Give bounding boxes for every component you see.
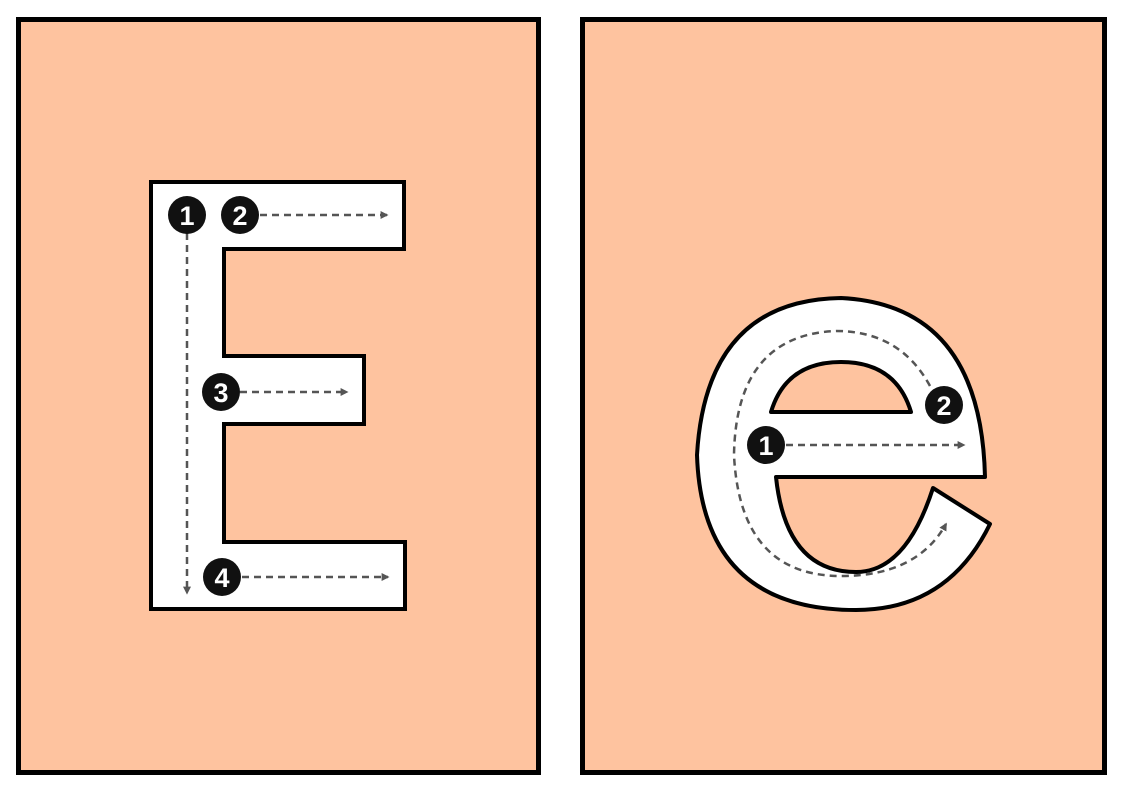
stroke-4-badge: 4 — [203, 558, 241, 596]
uppercase-e-letter — [149, 180, 407, 611]
uppercase-e-card — [16, 17, 541, 775]
svg-text:1: 1 — [758, 431, 773, 461]
stroke-2-badge: 2 — [925, 386, 963, 424]
svg-text:4: 4 — [214, 563, 229, 593]
lowercase-e-counter — [769, 360, 913, 414]
stroke-3-badge: 3 — [202, 373, 240, 411]
lowercase-e-letter — [695, 296, 992, 612]
stroke-1-badge: 1 — [168, 196, 206, 234]
stroke-2-badge: 2 — [221, 196, 259, 234]
svg-text:1: 1 — [179, 201, 194, 231]
svg-text:2: 2 — [936, 391, 951, 421]
lowercase-e-card — [580, 17, 1107, 775]
stroke-1-badge: 1 — [747, 426, 785, 464]
svg-text:2: 2 — [232, 201, 247, 231]
svg-text:3: 3 — [213, 378, 228, 408]
